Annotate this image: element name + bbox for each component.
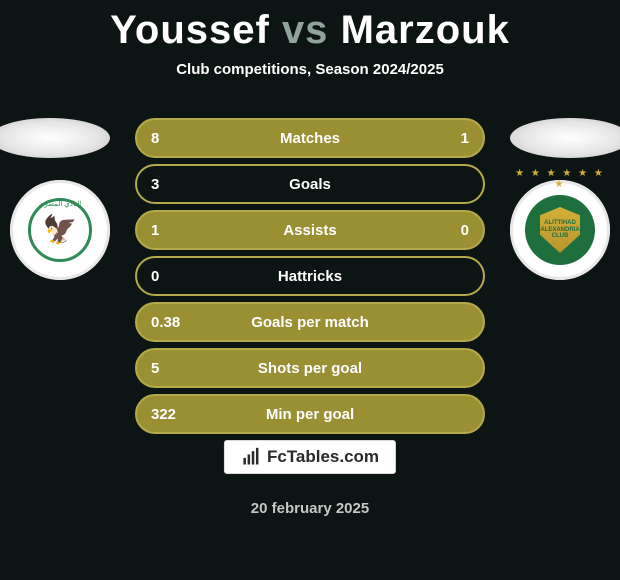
club-crest-left: النادي المصري 🦅 bbox=[10, 180, 110, 280]
stat-row: 0.38Goals per match bbox=[135, 302, 485, 342]
stat-left-value: 1 bbox=[151, 222, 195, 239]
stat-label: Goals per match bbox=[195, 314, 425, 331]
stat-row: 8Matches1 bbox=[135, 118, 485, 158]
comparison-title: Youssef vs Marzouk bbox=[0, 0, 620, 53]
brand-text: FcTables.com bbox=[267, 447, 379, 467]
player1-photo-placeholder bbox=[0, 118, 110, 158]
stat-label: Assists bbox=[195, 222, 425, 239]
stat-label: Hattricks bbox=[195, 268, 425, 285]
crest-right-label: ALITTIHAD ALEXANDRIA CLUB bbox=[540, 220, 580, 240]
crest-ring-left: النادي المصري 🦅 bbox=[28, 198, 92, 262]
stat-label: Matches bbox=[195, 130, 425, 147]
stat-label: Min per goal bbox=[195, 406, 425, 423]
stat-left-value: 322 bbox=[151, 406, 195, 423]
stat-left-value: 0 bbox=[151, 268, 195, 285]
club-crest-right: ★ ★ ★ ★ ★ ★ ★ ALITTIHAD ALEXANDRIA CLUB bbox=[510, 180, 610, 280]
stat-right-value: 0 bbox=[425, 222, 469, 239]
brand-badge[interactable]: FcTables.com bbox=[224, 440, 396, 474]
stat-label: Shots per goal bbox=[195, 360, 425, 377]
stat-left-value: 5 bbox=[151, 360, 195, 377]
stat-row: 322Min per goal bbox=[135, 394, 485, 434]
chart-icon bbox=[241, 447, 261, 467]
stat-left-value: 3 bbox=[151, 176, 195, 193]
stat-row: 0Hattricks bbox=[135, 256, 485, 296]
stat-row: 1Assists0 bbox=[135, 210, 485, 250]
stats-list: 8Matches13Goals1Assists00Hattricks0.38Go… bbox=[135, 118, 485, 440]
subtitle: Club competitions, Season 2024/2025 bbox=[0, 61, 620, 78]
stat-left-value: 8 bbox=[151, 130, 195, 147]
player1-name: Youssef bbox=[110, 8, 270, 52]
crest-ring-right: ALITTIHAD ALEXANDRIA CLUB bbox=[525, 195, 595, 265]
crest-left-label: النادي المصري bbox=[31, 200, 89, 208]
vs-text: vs bbox=[282, 8, 329, 52]
player2-name: Marzouk bbox=[341, 8, 510, 52]
stat-right-value: 1 bbox=[425, 130, 469, 147]
stat-left-value: 0.38 bbox=[151, 314, 195, 331]
eagle-icon: 🦅 bbox=[43, 216, 78, 244]
shield-icon: ALITTIHAD ALEXANDRIA CLUB bbox=[540, 207, 580, 253]
stat-label: Goals bbox=[195, 176, 425, 193]
stars-icon: ★ ★ ★ ★ ★ ★ ★ bbox=[515, 168, 605, 190]
stat-row: 3Goals bbox=[135, 164, 485, 204]
player2-photo-placeholder bbox=[510, 118, 620, 158]
stat-row: 5Shots per goal bbox=[135, 348, 485, 388]
date-text: 20 february 2025 bbox=[0, 500, 620, 517]
